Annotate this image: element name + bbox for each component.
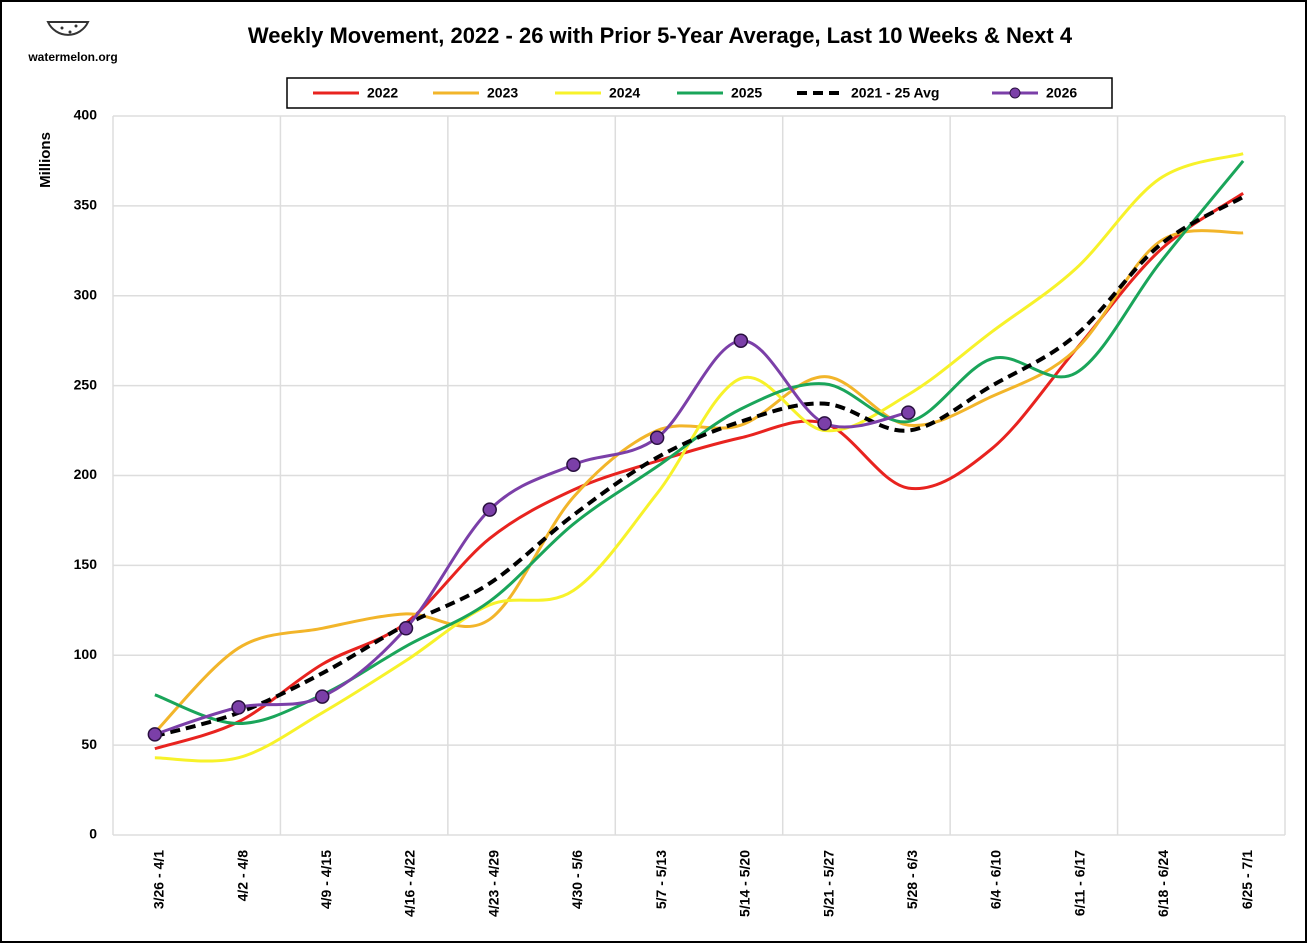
x-tick-label: 3/26 - 4/1: [151, 850, 167, 909]
point-marker: [649, 430, 665, 446]
legend-label: 2024: [609, 85, 640, 101]
y-tick-label: 250: [74, 376, 98, 392]
point-marker: [315, 689, 330, 704]
y-tick-label: 100: [74, 646, 98, 662]
x-tick-label: 5/21 - 5/27: [820, 850, 836, 917]
y-tick-label: 300: [74, 286, 98, 302]
point-marker: [817, 416, 832, 431]
x-tick-label: 4/16 - 4/22: [402, 850, 418, 917]
series-line: [154, 195, 1245, 739]
x-tick-label: 4/23 - 4/29: [485, 850, 501, 917]
x-tick-label: 6/11 - 6/17: [1071, 850, 1087, 916]
legend-label: 2023: [487, 85, 518, 101]
point-marker: [482, 502, 497, 517]
point-marker: [147, 727, 163, 742]
legend-label: 2025: [731, 85, 762, 101]
y-axis-label: Millions: [37, 132, 54, 188]
x-tick-label: 6/18 - 6/24: [1155, 850, 1171, 917]
x-tick-label: 4/9 - 4/15: [318, 850, 334, 909]
series-line: [154, 152, 1244, 763]
series-line: [154, 339, 909, 736]
series-line: [153, 229, 1244, 734]
y-tick-label: 200: [74, 466, 98, 482]
logo-text: watermelon.org: [27, 50, 117, 64]
legend-label: 2022: [367, 85, 398, 101]
x-tick-label: 5/14 - 5/20: [737, 850, 753, 917]
y-tick-label: 150: [74, 556, 98, 572]
legend-marker: [1009, 87, 1021, 99]
legend-label: 2026: [1046, 85, 1077, 101]
point-marker: [733, 333, 749, 348]
y-tick-label: 50: [81, 736, 97, 752]
y-tick-label: 400: [74, 107, 98, 123]
legend-label: 2021 - 25 Avg: [851, 85, 939, 101]
x-tick-label: 5/7 - 5/13: [653, 850, 669, 909]
chart-title: Weekly Movement, 2022 - 26 with Prior 5-…: [248, 23, 1073, 48]
x-tick-label: 5/28 - 6/3: [904, 850, 920, 909]
point-marker: [398, 621, 414, 636]
point-marker: [566, 457, 581, 472]
x-tick-label: 6/25 - 7/1: [1239, 850, 1255, 909]
x-tick-label: 4/30 - 5/6: [569, 850, 585, 909]
x-tick-label: 4/2 - 4/8: [234, 850, 250, 902]
logo-icon: [46, 21, 90, 36]
point-marker: [231, 700, 246, 715]
point-marker: [901, 405, 916, 420]
y-tick-label: 0: [89, 826, 97, 842]
y-tick-label: 350: [74, 197, 98, 213]
x-tick-label: 6/4 - 6/10: [988, 850, 1004, 909]
legend-box: [286, 77, 1113, 109]
